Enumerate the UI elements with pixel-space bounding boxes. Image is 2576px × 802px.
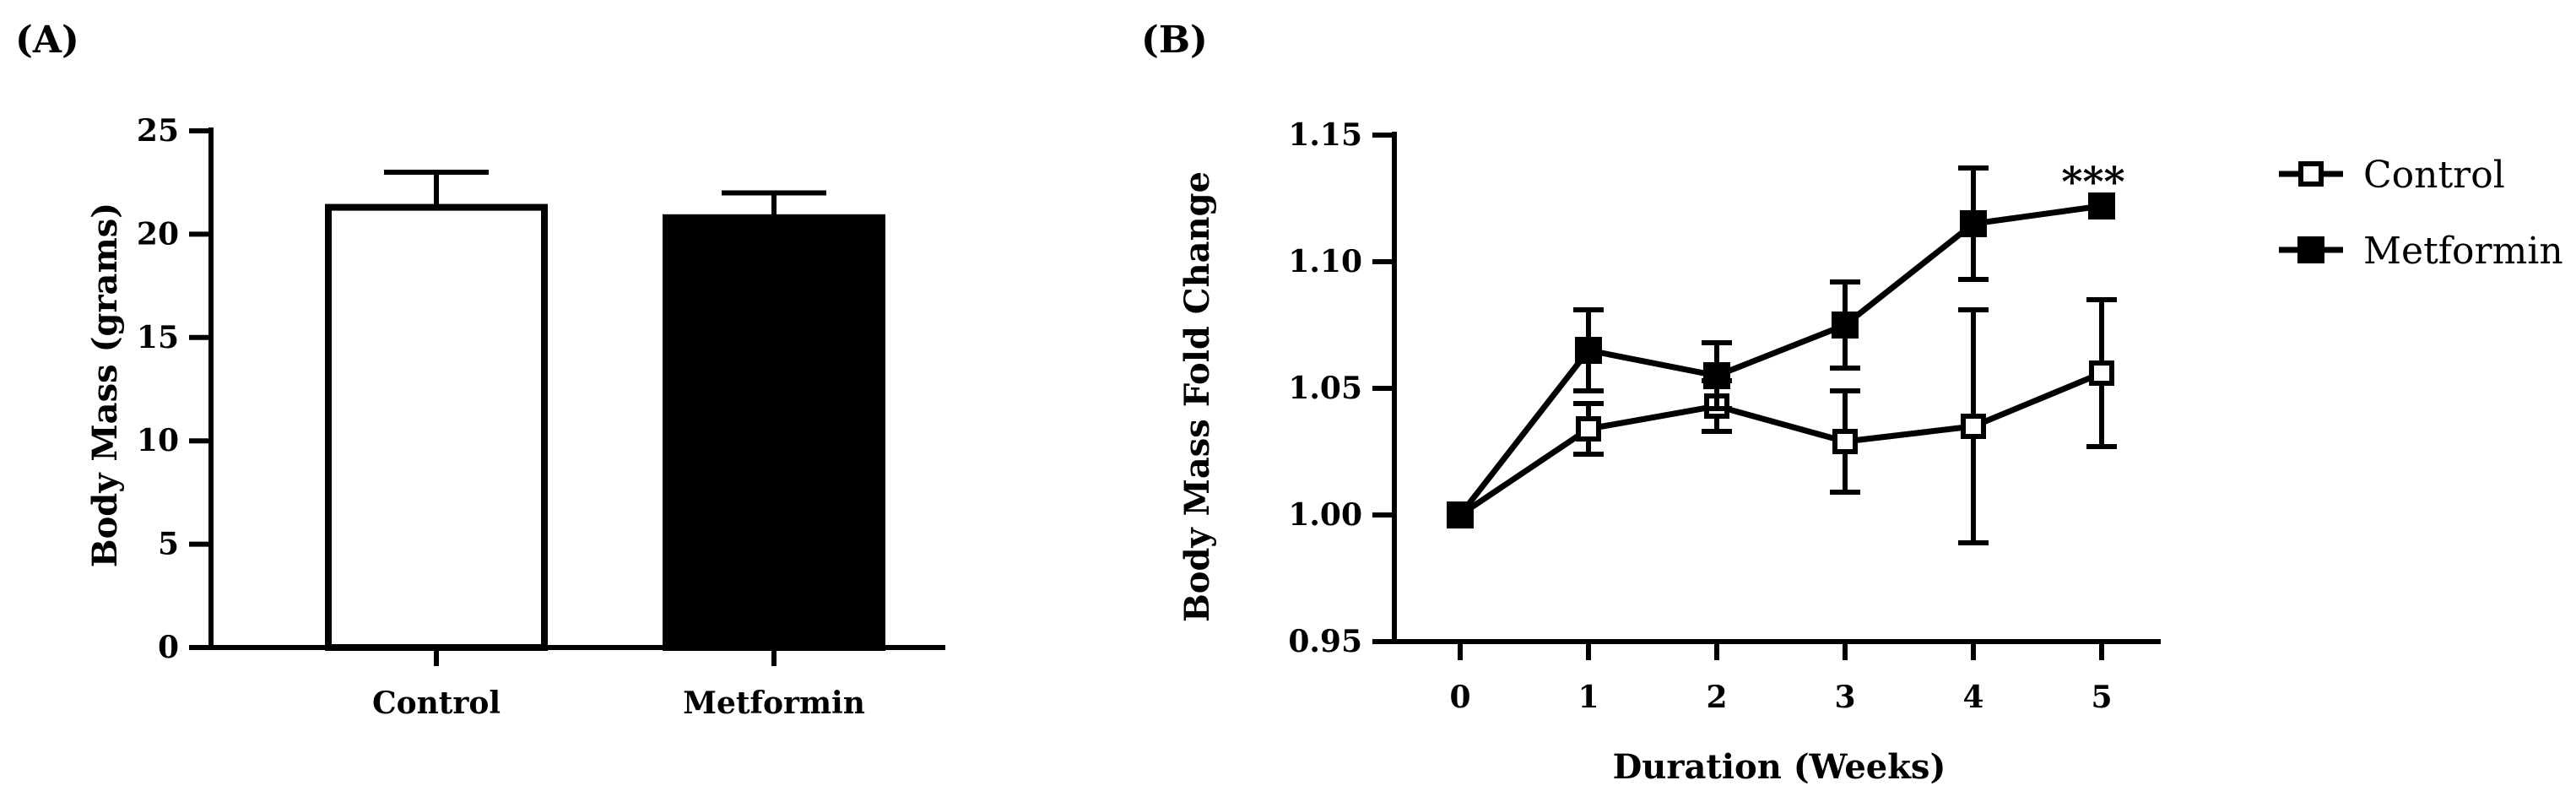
legend-item-metformin: Metformin [2279,230,2563,273]
panel-b-y-axis-title: Body Mass Fold Change [1177,171,1217,622]
panel-a-label: (A) [15,19,79,62]
point-metformin [1960,210,1987,237]
panel-b-plot: *** [1447,159,2125,545]
x-tick-label: 2 [1706,680,1727,715]
point-metformin [1832,312,1859,339]
panel-a: (A) Control Metformin 0 5 10 15 20 25 Body Mass… [15,19,945,721]
point-metformin [1575,337,1602,364]
panel-b: (B) 0.95 1.00 1.05 1.10 1.15 0 1 2 3 4 5 *** Body … [1141,19,2563,787]
point-control [1832,429,1858,454]
x-tick-label: 3 [1834,680,1855,715]
legend-marker-control [2298,161,2324,187]
point-metformin [1703,362,1730,389]
panel-a-axes: Control Metformin 0 5 10 15 20 25 [137,113,945,721]
bar-metformin [663,214,885,651]
x-tick-label-control: Control [372,685,501,721]
x-tick-label: 5 [2091,680,2112,715]
panel-b-axes: 0.95 1.00 1.05 1.10 1.15 0 1 2 3 4 5 [1288,117,2161,715]
bar-control [325,203,548,652]
point-control [1961,414,1986,439]
series-line-metformin [1458,203,2102,518]
point-control [2089,360,2114,386]
x-tick-label: 1 [1578,680,1599,715]
legend-marker-metformin [2297,236,2324,263]
panel-a-y-axis-title: Body Mass (grams) [85,203,125,567]
x-tick-label: 0 [1449,680,1470,715]
legend-label-control: Control [2363,154,2505,197]
series-control [1448,297,2117,545]
series-line-control [1458,370,2103,518]
panel-b-x-axis-title: Duration (Weeks) [1613,747,1946,787]
legend-item-control: Control [2279,154,2505,197]
y-tick-label: 1.05 [1288,371,1362,406]
y-tick-label: 0 [158,630,179,665]
series-metformin [1447,165,2115,528]
y-tick-label: 0.95 [1288,624,1362,659]
panel-a-bars [325,169,885,652]
y-tick-label: 1.15 [1288,117,1362,153]
x-tick-label-metformin: Metformin [683,685,865,721]
panel-b-label: (B) [1141,19,1208,62]
point-control [1576,416,1601,442]
panel-b-legend: Control Metformin [2279,154,2563,273]
x-tick-label: 4 [1962,680,1983,715]
legend-label-metformin: Metformin [2363,230,2563,273]
y-tick-label: 20 [137,216,179,252]
y-tick-label: 15 [137,320,179,355]
y-tick-label: 5 [158,527,179,562]
y-tick-label: 1.00 [1288,497,1362,533]
y-tick-label: 1.10 [1288,244,1362,279]
point-metformin [2088,192,2115,219]
y-tick-label: 10 [137,423,179,458]
significance-annotation: *** [2061,159,2124,206]
y-tick-label: 25 [137,113,179,149]
point-metformin [1447,501,1474,528]
